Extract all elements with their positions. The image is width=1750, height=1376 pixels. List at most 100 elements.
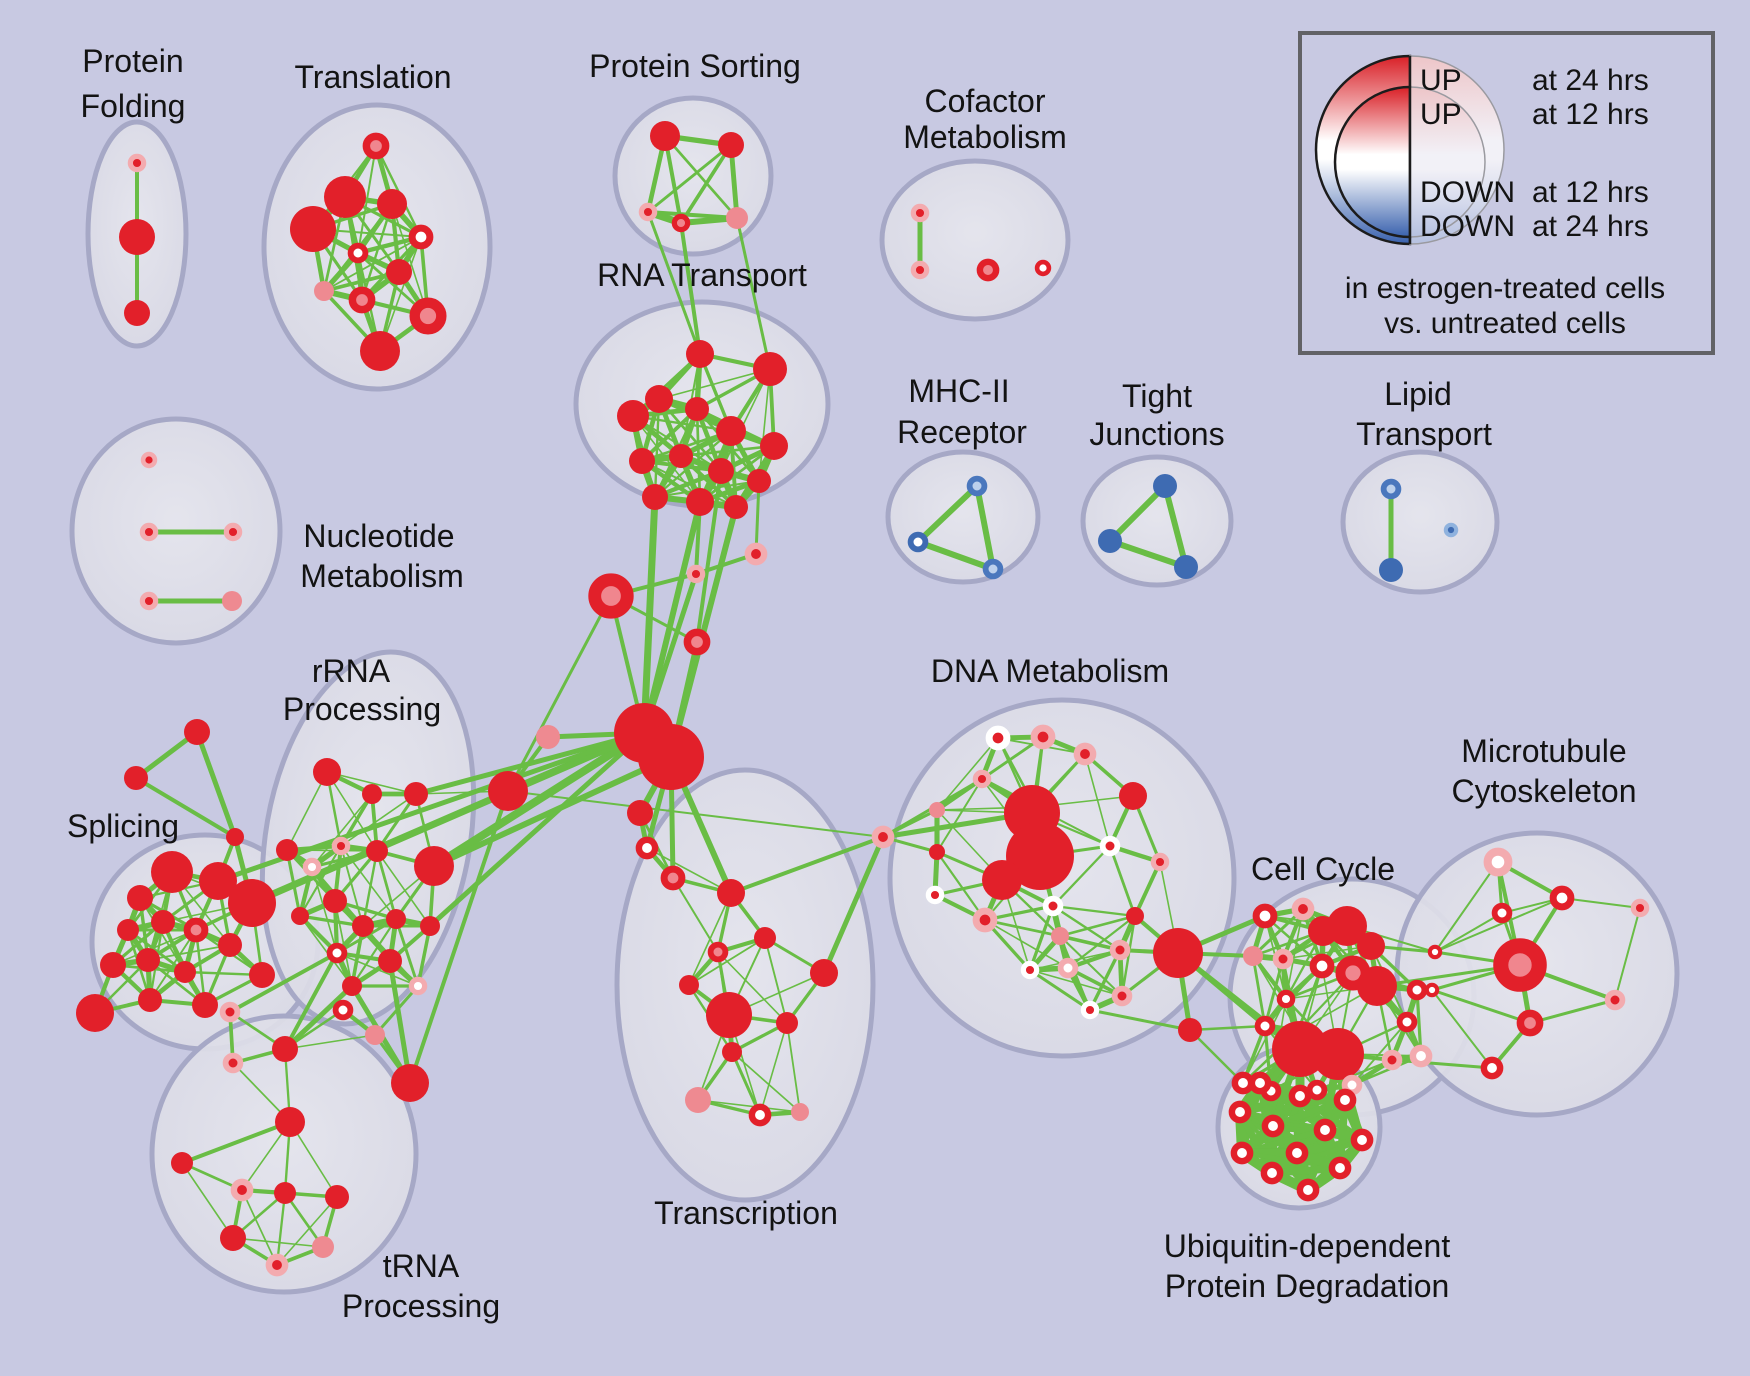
network-node-connectors (683, 628, 711, 656)
network-node-cell-cycle (1357, 932, 1385, 960)
network-node-trna-processing (222, 1052, 244, 1074)
network-edge (194, 729, 238, 840)
network-node-transcription (810, 959, 838, 987)
cluster-label-rna-transport: RNA Transport (597, 257, 807, 293)
network-node-rrna-processing (291, 907, 309, 925)
network-node-dna-metabolism (1051, 927, 1069, 945)
network-edge (286, 771, 328, 851)
network-node-translation (408, 224, 434, 250)
network-node-rrna-processing (420, 916, 440, 936)
legend-box-group: UP at 24 hrs UP at 12 hrs DOWN at 12 hrs… (1298, 31, 1715, 355)
cluster-label-cell-cycle: Cell Cycle (1251, 851, 1395, 887)
network-node-trna-processing (220, 1225, 246, 1251)
network-edge (1430, 988, 1532, 1025)
network-node-nucleotide-metabolism (223, 522, 243, 542)
legend-row-word: UP (1420, 64, 1462, 97)
cluster-label-rrna-processing: Processing (283, 691, 441, 727)
network-edge (181, 1162, 234, 1239)
network-edge (935, 850, 987, 922)
legend-inner-circle-left-icon (1333, 85, 1412, 239)
network-edge (679, 454, 738, 509)
network-node-ubiquitin-degradation (1261, 1114, 1285, 1138)
network-node-transcription (748, 1103, 772, 1127)
network-edge (983, 918, 1062, 938)
network-node-cell-cycle (1409, 1044, 1433, 1068)
network-node-transcription (791, 1103, 809, 1121)
network-node-translation (348, 286, 376, 314)
legend-box (1298, 31, 1715, 355)
cluster-label-protein-folding: Folding (81, 88, 186, 124)
network-node-rna-transport (645, 385, 673, 413)
cluster-label-dna-metabolism: DNA Metabolism (931, 653, 1169, 689)
cluster-label-tight-junctions: Tight (1122, 378, 1192, 414)
network-edge (759, 1022, 788, 1116)
network-node-protein-sorting (726, 207, 748, 229)
legend-caption: vs. untreated cells (1384, 307, 1626, 340)
legend-row-time: at 12 hrs (1532, 98, 1649, 131)
network-edge (373, 984, 420, 1037)
cluster-label-trna-processing: Processing (342, 1288, 500, 1324)
network-edge (232, 1237, 324, 1248)
network-node-microtubule-cytoskeleton (1480, 1056, 1504, 1080)
network-edge (350, 917, 398, 988)
network-node-connectors (184, 719, 210, 745)
network-edge (1561, 897, 1641, 909)
network-node-connectors (536, 725, 560, 749)
network-node-rrna-processing (352, 915, 374, 937)
network-node-protein-sorting (671, 213, 691, 233)
network-edge (323, 236, 422, 292)
cluster-ellipse-transcription (614, 767, 876, 1203)
legend-row-word: DOWN (1420, 176, 1515, 209)
network-edge (147, 944, 231, 961)
network-node-ubiquitin-degradation (1296, 1178, 1320, 1202)
network-node-translation (377, 189, 407, 219)
network-edge (394, 917, 420, 988)
network-node-trna-processing (171, 1152, 193, 1174)
network-node-ubiquitin-degradation (1333, 1088, 1357, 1112)
network-edge (1390, 1058, 1494, 1070)
network-edge (387, 958, 413, 1086)
network-edge (688, 892, 732, 986)
network-edge (1434, 897, 1563, 953)
network-edge (1051, 904, 1137, 918)
network-node-rrna-processing (488, 771, 528, 811)
network-node-connectors (588, 573, 634, 619)
network-edge (507, 790, 884, 838)
cluster-ellipse-mhc-ii-receptor (885, 449, 1041, 585)
network-edge (735, 216, 772, 371)
network-node-trna-processing (332, 999, 354, 1021)
network-node-splicing (192, 992, 218, 1018)
network-node-dna-metabolism (1126, 907, 1144, 925)
network-node-trna-processing (265, 1253, 289, 1277)
network-node-rrna-processing (404, 782, 428, 806)
network-node-ubiquitin-degradation (1228, 1100, 1252, 1124)
network-edge (126, 928, 187, 974)
network-edge (717, 951, 788, 1024)
network-edge (658, 368, 771, 400)
legend-row-word: DOWN (1420, 210, 1515, 243)
network-node-cofactor-metabolism (910, 260, 930, 280)
network-edge (299, 915, 353, 987)
network-node-mhc-ii-receptor (982, 558, 1004, 580)
network-edge (1133, 860, 1162, 918)
network-node-transcription (776, 1012, 798, 1034)
cluster-label-translation: Translation (294, 59, 451, 95)
network-node-dna-metabolism (1030, 724, 1056, 750)
network-node-splicing (151, 910, 175, 934)
cluster-label-nucleotide-metabolism: Metabolism (300, 558, 464, 594)
network-node-rrna-processing (331, 836, 351, 856)
network-node-cell-cycle (1252, 903, 1278, 929)
network-node-translation (347, 242, 369, 264)
network-node-dna-metabolism (1109, 939, 1131, 961)
network-node-microtubule-cytoskeleton (1516, 1009, 1544, 1037)
network-edge (1251, 907, 1305, 958)
network-edge (326, 771, 417, 795)
network-edge (375, 849, 398, 921)
cluster-label-tight-junctions: Junctions (1089, 416, 1224, 452)
cluster-label-protein-folding: Protein (82, 43, 183, 79)
network-edge (1434, 861, 1499, 953)
cluster-label-ubiquitin-degradation: Ubiquitin-dependent (1164, 1228, 1451, 1264)
network-node-rna-transport (716, 416, 746, 446)
network-edge (228, 951, 339, 1014)
